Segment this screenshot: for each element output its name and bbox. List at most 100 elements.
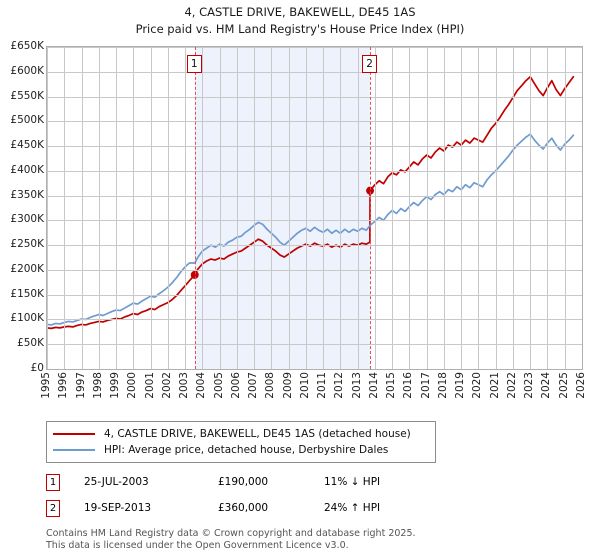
- gridline-vertical: [236, 47, 238, 369]
- x-axis-tick-label: 2024: [540, 372, 553, 399]
- gridline-vertical: [512, 47, 514, 369]
- y-axis-tick-label: £350K: [10, 188, 44, 201]
- chart-plot-area[interactable]: [46, 46, 583, 370]
- table-row[interactable]: 1 25-JUL-2003 £190,000 11% ↓ HPI: [46, 473, 466, 499]
- y-axis-tick-label: £250K: [10, 238, 44, 251]
- x-axis-tick-label: 2003: [178, 372, 191, 399]
- gridline-vertical: [323, 47, 325, 369]
- y-axis-tick-label: £650K: [10, 40, 44, 52]
- chart-legend: 4, CASTLE DRIVE, BAKEWELL, DE45 1AS (det…: [46, 421, 436, 463]
- gridline-vertical: [547, 47, 549, 369]
- transaction-date: 25-JUL-2003: [84, 476, 149, 488]
- x-axis-tick-label: 1995: [40, 372, 52, 399]
- transaction-marker-badge[interactable]: 2: [362, 55, 378, 73]
- legend-item-price-paid: 4, CASTLE DRIVE, BAKEWELL, DE45 1AS (det…: [53, 426, 429, 442]
- footer-line-copyright: Contains HM Land Registry data © Crown c…: [46, 528, 416, 539]
- gridline-horizontal: [47, 344, 582, 346]
- x-axis-tick-label: 2026: [575, 372, 587, 399]
- gridline-vertical: [81, 47, 83, 369]
- gridline-vertical: [98, 47, 100, 369]
- transaction-index-badge: 1: [46, 474, 60, 491]
- transaction-marker-line: [370, 47, 372, 369]
- page-title: 4, CASTLE DRIVE, BAKEWELL, DE45 1AS Pric…: [0, 4, 600, 38]
- gridline-vertical: [409, 47, 411, 369]
- footer-line-licence: This data is licensed under the Open Gov…: [46, 540, 349, 551]
- gridline-vertical: [392, 47, 394, 369]
- legend-item-hpi: HPI: Average price, detached house, Derb…: [53, 442, 429, 458]
- x-axis-tick-label: 2006: [229, 372, 242, 399]
- title-address: 4, CASTLE DRIVE, BAKEWELL, DE45 1AS: [184, 5, 416, 19]
- gridline-horizontal: [47, 369, 582, 370]
- legend-label-price-paid: 4, CASTLE DRIVE, BAKEWELL, DE45 1AS (det…: [104, 428, 411, 440]
- gridline-vertical: [150, 47, 152, 369]
- legend-swatch-price-paid: [53, 433, 95, 435]
- gridline-horizontal: [47, 96, 582, 98]
- gridline-vertical: [202, 47, 204, 369]
- gridline-vertical: [443, 47, 445, 369]
- y-axis-tick-label: £500K: [10, 114, 44, 127]
- y-axis-tick-label: £150K: [10, 287, 44, 300]
- x-axis-tick-label: 2000: [126, 372, 139, 399]
- y-axis-tick-label: £450K: [10, 139, 44, 152]
- transaction-marker-badge[interactable]: 1: [186, 55, 202, 73]
- y-axis-tick-label: £600K: [10, 64, 44, 77]
- transaction-marker-line: [194, 47, 196, 369]
- gridline-vertical: [47, 47, 48, 369]
- transaction-price: £190,000: [218, 476, 269, 488]
- series-lines: [47, 75, 575, 330]
- gridline-vertical: [426, 47, 428, 369]
- x-axis-tick-label: 2025: [557, 372, 570, 399]
- gridline-horizontal: [47, 170, 582, 172]
- gridline-horizontal: [47, 220, 582, 222]
- x-axis-tick-label: 2011: [316, 372, 329, 399]
- transaction-index-badge: 2: [46, 500, 60, 517]
- x-axis-tick-label: 2023: [523, 372, 536, 399]
- gridline-horizontal: [47, 47, 582, 48]
- y-axis-tick-label: £300K: [10, 213, 44, 226]
- transaction-hpi-delta: 24% ↑ HPI: [324, 502, 381, 514]
- x-axis-tick-label: 2005: [212, 372, 225, 399]
- x-axis-tick-label: 2010: [298, 372, 311, 399]
- footer-licence: Contains HM Land Registry data © Crown c…: [46, 528, 586, 552]
- transaction-hpi-delta: 11% ↓ HPI: [324, 476, 381, 488]
- y-axis-tick-label: £50K: [17, 337, 44, 350]
- x-axis-tick-label: 1997: [74, 372, 87, 399]
- gridline-vertical: [271, 47, 273, 369]
- gridline-vertical: [116, 47, 118, 369]
- table-row[interactable]: 2 19-SEP-2013 £360,000 24% ↑ HPI: [46, 499, 466, 525]
- x-axis-tick-label: 2016: [402, 372, 415, 399]
- gridline-vertical: [495, 47, 497, 369]
- x-axis-tick-label: 2018: [436, 372, 449, 399]
- gridline-vertical: [254, 47, 256, 369]
- gridline-horizontal: [47, 121, 582, 123]
- y-axis: £0 £50K £100K £150K £200K £250K £300K £350K £400…: [0, 40, 44, 374]
- gridline-horizontal: [47, 269, 582, 271]
- gridline-vertical: [64, 47, 66, 369]
- gridline-vertical: [340, 47, 342, 369]
- x-axis-tick-label: 2021: [488, 372, 501, 399]
- title-subtitle: Price paid vs. HM Land Registry's House …: [135, 22, 465, 36]
- x-axis-tick-label: 2014: [367, 372, 380, 399]
- y-axis-tick-label: £100K: [10, 312, 44, 325]
- x-axis-tick-label: 2001: [143, 372, 156, 399]
- gridline-vertical: [357, 47, 359, 369]
- y-axis-tick-label: £200K: [10, 262, 44, 275]
- transaction-date: 19-SEP-2013: [84, 502, 152, 514]
- gridline-horizontal: [47, 294, 582, 296]
- gridline-horizontal: [47, 146, 582, 148]
- x-axis-tick-label: 2008: [264, 372, 277, 399]
- y-axis-tick-label: £400K: [10, 163, 44, 176]
- gridline-vertical: [185, 47, 187, 369]
- x-axis-tick-label: 2022: [505, 372, 518, 399]
- x-axis-tick-label: 2004: [195, 372, 208, 399]
- gridline-horizontal: [47, 195, 582, 197]
- y-axis-tick-label: £0: [30, 362, 44, 374]
- gridline-vertical: [288, 47, 290, 369]
- transaction-price: £360,000: [218, 502, 269, 514]
- gridline-vertical: [564, 47, 566, 369]
- x-axis-tick-label: 1996: [57, 372, 70, 399]
- x-axis-tick-label: 2009: [281, 372, 294, 399]
- x-axis-tick-label: 1999: [109, 372, 122, 399]
- x-axis-tick-label: 2019: [454, 372, 467, 399]
- x-axis-tick-label: 2002: [160, 372, 173, 399]
